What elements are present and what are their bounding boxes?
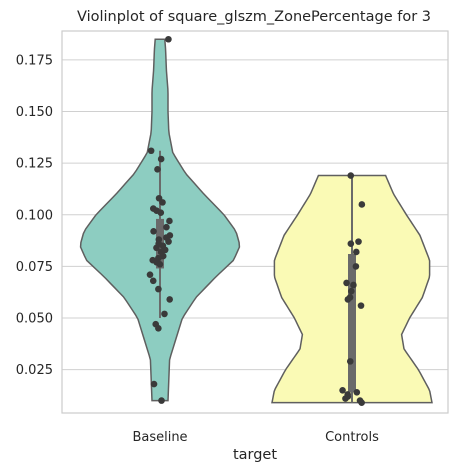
- data-point: [158, 397, 165, 404]
- data-point: [343, 279, 350, 287]
- data-point: [153, 244, 160, 252]
- data-point: [350, 281, 357, 289]
- data-point: [342, 395, 349, 402]
- y-tick-label: 0.025: [16, 363, 53, 378]
- data-point: [159, 199, 166, 206]
- data-point: [155, 325, 162, 332]
- data-point: [156, 261, 164, 268]
- data-point: [147, 147, 155, 155]
- data-point: [166, 217, 173, 225]
- data-point: [150, 227, 157, 235]
- data-point: [149, 277, 157, 285]
- x-tick-label: Controls: [325, 430, 379, 445]
- y-tick-label: 0.150: [16, 105, 53, 120]
- axes: 0.025 0.050 0.075 0.100 0.125 0.150 0.175 Basel…: [16, 53, 379, 445]
- data-point: [358, 399, 365, 406]
- data-point: [165, 35, 172, 43]
- y-tick-label: 0.100: [16, 208, 53, 223]
- data-point: [154, 166, 161, 173]
- x-tick-label: Baseline: [132, 430, 187, 445]
- strip-points: [146, 35, 366, 406]
- data-point: [347, 172, 355, 179]
- data-point: [161, 310, 168, 318]
- data-point: [157, 155, 165, 163]
- data-point: [166, 296, 173, 303]
- data-point: [157, 209, 165, 217]
- y-tick-label: 0.050: [16, 312, 53, 327]
- data-point: [146, 271, 154, 278]
- data-point: [165, 238, 172, 245]
- data-point: [355, 238, 362, 245]
- data-point: [163, 223, 170, 231]
- data-point: [346, 358, 354, 365]
- y-tick-label: 0.125: [16, 157, 53, 172]
- data-point: [348, 287, 355, 295]
- data-point: [339, 386, 346, 394]
- data-point: [347, 240, 355, 247]
- data-point: [357, 302, 365, 309]
- data-point: [358, 201, 366, 208]
- data-point: [155, 285, 162, 293]
- data-point: [352, 263, 360, 270]
- iqr-box-controls: [348, 254, 356, 393]
- x-axis-label: target: [233, 447, 277, 463]
- plot-frame: [61, 30, 449, 414]
- data-point: [344, 296, 352, 303]
- data-point: [352, 248, 360, 256]
- y-tick-label: 0.075: [16, 260, 53, 275]
- data-point: [353, 389, 361, 396]
- data-point: [150, 380, 158, 388]
- y-tick-label: 0.175: [16, 53, 53, 68]
- chart-title: Violinplot of square_glszm_ZonePercentag…: [77, 9, 431, 25]
